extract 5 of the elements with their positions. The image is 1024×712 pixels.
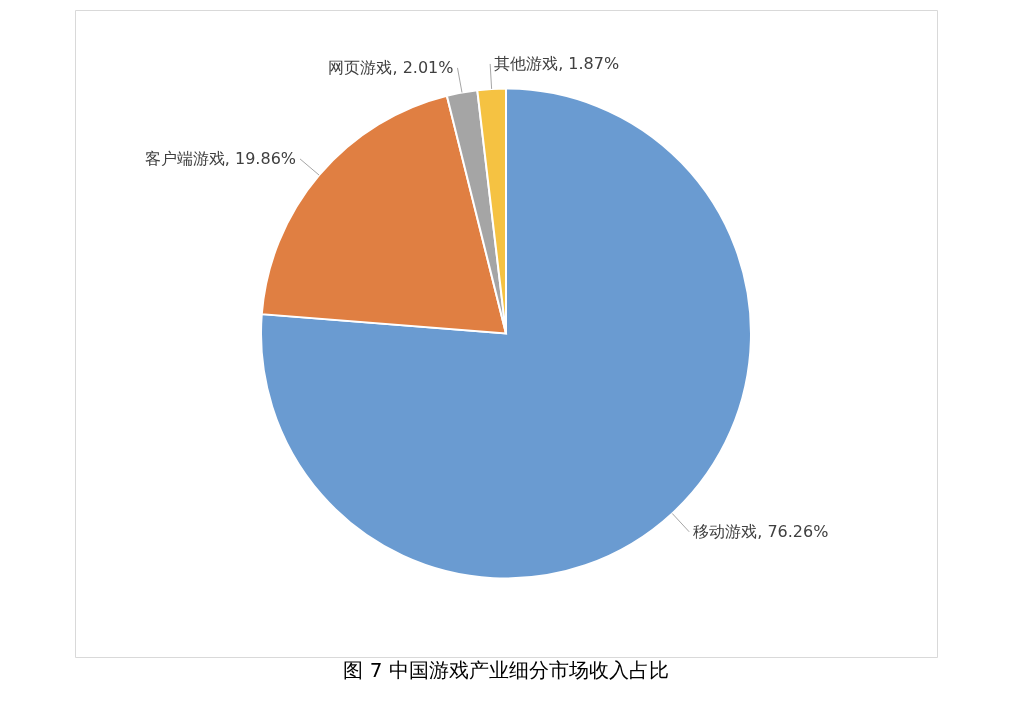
text: 图 7 中国游戏产业细分市场收入占比: [343, 658, 669, 682]
slice-label: 移动游戏, 76.26%: [693, 521, 829, 541]
slice-label: 其他游戏, 1.87%: [494, 53, 620, 73]
slice-label: 客户端游戏, 19.86%: [144, 148, 297, 168]
slice-label: 网页游戏, 2.01%: [328, 57, 454, 77]
